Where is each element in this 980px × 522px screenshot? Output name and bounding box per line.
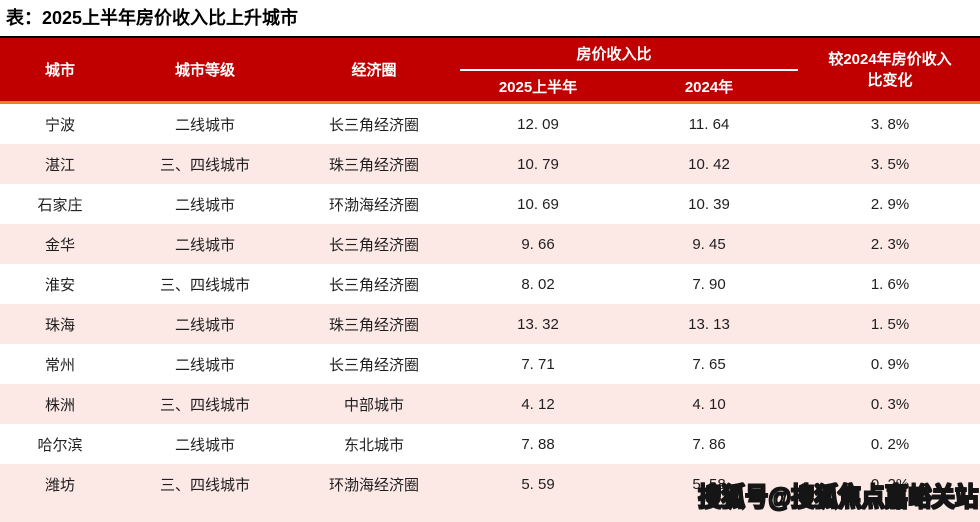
header-change-line2: 比变化	[867, 71, 913, 89]
zone-cell: 长三角经济圈	[328, 236, 419, 254]
ratio-2025h1-cell: 5. 59	[521, 475, 555, 493]
tier-cell: 三、四线城市	[159, 276, 250, 294]
zone-cell: 环渤海经济圈	[328, 476, 419, 494]
header-city: 城市	[44, 62, 75, 79]
ratio-2025h1-cell: 12. 09	[517, 115, 559, 133]
ratio-2024-cell: 10. 42	[688, 155, 730, 173]
ratio-2025h1-cell: 13. 32	[517, 315, 559, 333]
table-row: 金华 二线城市 长三角经济圈 9. 66 9. 45 2. 3%	[0, 224, 980, 264]
ratio-2025h1-cell: 7. 71	[521, 355, 555, 373]
ratio-2025h1-cell: 8. 02	[521, 275, 555, 293]
header-ratio-group-label: 房价收入比	[460, 38, 798, 71]
ratio-2025h1-cell: 9. 66	[521, 235, 555, 253]
change-cell: 1. 5%	[870, 315, 910, 333]
header-ratio-subcolumns: 2025上半年 2024年	[458, 71, 800, 101]
ratio-2025h1-cell: 10. 69	[517, 195, 559, 213]
header-2025h1: 2025上半年	[498, 78, 578, 96]
tier-cell: 二线城市	[174, 236, 235, 254]
header-change: 较2024年房价收入 比变化	[800, 38, 980, 101]
tier-cell: 二线城市	[174, 436, 235, 454]
zone-cell: 环渤海经济圈	[328, 196, 419, 214]
change-cell: 0. 9%	[870, 355, 910, 373]
table-bottom-filler	[0, 504, 980, 522]
change-cell: 2. 9%	[870, 195, 910, 213]
table-row: 哈尔滨 二线城市 东北城市 7. 88 7. 86 0. 2%	[0, 424, 980, 464]
zone-cell: 珠三角经济圈	[328, 156, 419, 174]
change-cell: 0. 3%	[870, 395, 910, 413]
table: 城市 城市等级 经济圈 房价收入比 2025上半年 2024年 较2024年房价…	[0, 36, 980, 522]
ratio-2024-cell: 7. 65	[692, 355, 726, 373]
tier-cell: 二线城市	[174, 316, 235, 334]
ratio-2024-cell: 7. 86	[692, 435, 726, 453]
zone-cell: 中部城市	[343, 396, 404, 414]
city-cell: 株洲	[44, 396, 75, 414]
header-2024: 2024年	[684, 78, 734, 96]
table-title: 表：2025上半年房价收入比上升城市	[6, 8, 299, 28]
table-body: 宁波 二线城市 长三角经济圈 12. 09 11. 64 3. 8% 湛江 三、四线城市 珠三角…	[0, 104, 980, 504]
change-cell: 0. 2%	[870, 435, 910, 453]
table-row: 淮安 三、四线城市 长三角经济圈 8. 02 7. 90 1. 6%	[0, 264, 980, 304]
ratio-2024-cell: 4. 10	[692, 395, 726, 413]
zone-cell: 东北城市	[343, 436, 404, 454]
table-row: 潍坊 三、四线城市 环渤海经济圈 5. 59 5. 58 0. 2%	[0, 464, 980, 504]
change-cell: 3. 8%	[870, 115, 910, 133]
change-cell: 1. 6%	[870, 275, 910, 293]
ratio-2024-cell: 9. 45	[692, 235, 726, 253]
ratio-2025h1-cell: 10. 79	[517, 155, 559, 173]
table-row: 石家庄 二线城市 环渤海经济圈 10. 69 10. 39 2. 9%	[0, 184, 980, 224]
header-tier: 城市等级	[174, 62, 235, 79]
ratio-2025h1-cell: 4. 12	[521, 395, 555, 413]
header-ratio-group: 房价收入比 2025上半年 2024年	[458, 38, 800, 101]
table-top-border	[0, 36, 980, 38]
city-cell: 金华	[44, 236, 75, 254]
table-row: 株洲 三、四线城市 中部城市 4. 12 4. 10 0. 3%	[0, 384, 980, 424]
zone-cell: 长三角经济圈	[328, 276, 419, 294]
tier-cell: 三、四线城市	[159, 396, 250, 414]
ratio-2024-cell: 11. 64	[688, 115, 730, 133]
table-row: 珠海 二线城市 珠三角经济圈 13. 32 13. 13 1. 5%	[0, 304, 980, 344]
table-row: 宁波 二线城市 长三角经济圈 12. 09 11. 64 3. 8%	[0, 104, 980, 144]
city-cell: 宁波	[44, 116, 75, 134]
table-row: 常州 二线城市 长三角经济圈 7. 71 7. 65 0. 9%	[0, 344, 980, 384]
table-row: 湛江 三、四线城市 珠三角经济圈 10. 79 10. 42 3. 5%	[0, 144, 980, 184]
watermark: 搜狐号@搜狐焦点嘉峪关站	[697, 481, 979, 513]
city-cell: 常州	[44, 356, 75, 374]
tier-cell: 三、四线城市	[159, 476, 250, 494]
city-cell: 石家庄	[37, 196, 83, 214]
change-cell: 0. 2%	[870, 475, 910, 493]
zone-cell: 珠三角经济圈	[328, 316, 419, 334]
header-zone: 经济圈	[351, 62, 397, 79]
city-cell: 潍坊	[44, 476, 75, 494]
city-cell: 珠海	[44, 316, 75, 334]
tier-cell: 三、四线城市	[159, 156, 250, 174]
change-cell: 2. 3%	[870, 235, 910, 253]
header-change-line1: 较2024年房价收入	[828, 50, 952, 68]
ratio-2024-cell: 13. 13	[688, 315, 730, 333]
zone-cell: 长三角经济圈	[328, 356, 419, 374]
city-cell: 哈尔滨	[37, 436, 83, 454]
tier-cell: 二线城市	[174, 116, 235, 134]
city-cell: 湛江	[44, 156, 75, 174]
ratio-2024-cell: 10. 39	[688, 195, 730, 213]
table-header: 城市 城市等级 经济圈 房价收入比 2025上半年 2024年 较2024年房价…	[0, 38, 980, 101]
tier-cell: 二线城市	[174, 196, 235, 214]
city-cell: 淮安	[44, 276, 75, 294]
ratio-2024-cell: 7. 90	[692, 275, 726, 293]
header-accent-line	[0, 101, 980, 104]
change-cell: 3. 5%	[870, 155, 910, 173]
ratio-2024-cell: 5. 58	[692, 475, 726, 493]
zone-cell: 长三角经济圈	[328, 116, 419, 134]
tier-cell: 二线城市	[174, 356, 235, 374]
ratio-2025h1-cell: 7. 88	[521, 435, 555, 453]
